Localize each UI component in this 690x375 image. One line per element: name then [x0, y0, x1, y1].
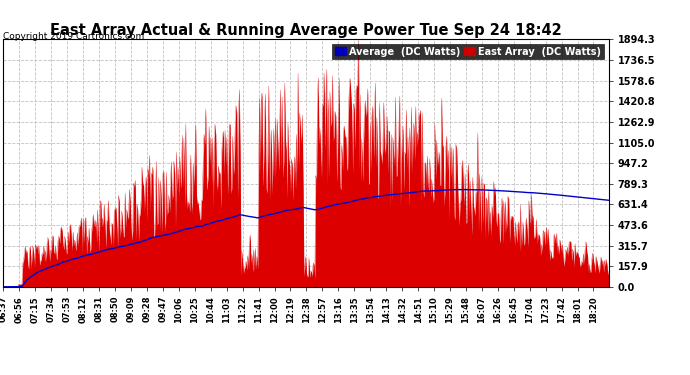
Text: Copyright 2019 Cartronics.com: Copyright 2019 Cartronics.com	[3, 32, 145, 41]
Title: East Array Actual & Running Average Power Tue Sep 24 18:42: East Array Actual & Running Average Powe…	[50, 23, 562, 38]
Legend: Average  (DC Watts), East Array  (DC Watts): Average (DC Watts), East Array (DC Watts…	[333, 44, 604, 59]
